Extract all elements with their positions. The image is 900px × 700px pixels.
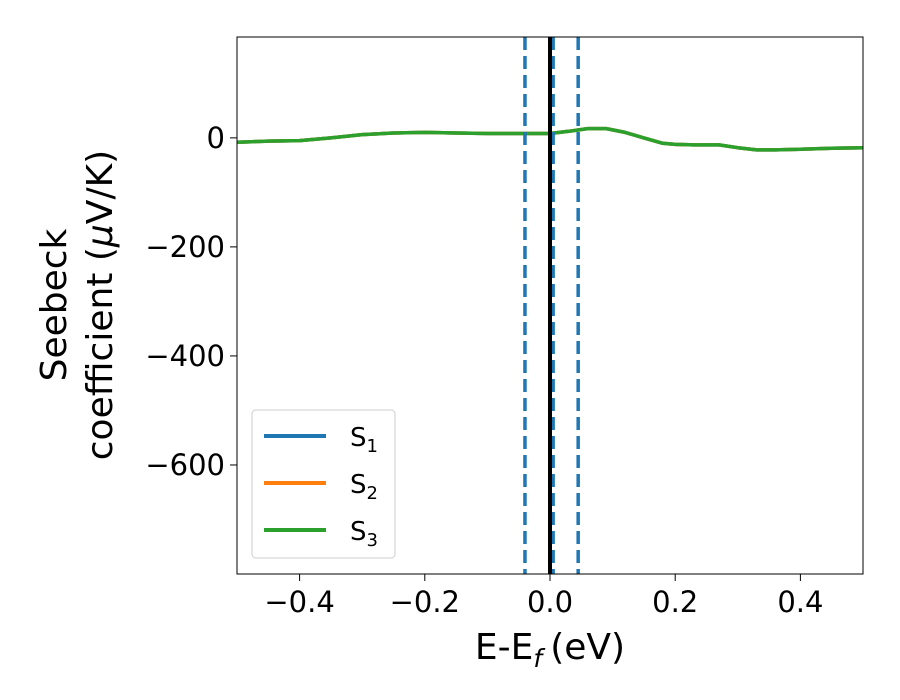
legend-label-s2: S2 — [350, 470, 378, 504]
legend-label-s1-sub: 1 — [367, 436, 378, 457]
y-tick-label: −400 — [145, 339, 225, 373]
legend-label-s3-sub: 3 — [367, 530, 378, 551]
x-tick-label: −0.2 — [390, 585, 460, 619]
x-axis-title: E-Ef (eV) — [475, 627, 625, 673]
x-axis-title-unit: (eV) — [550, 627, 625, 668]
legend-label-s3-name: S — [350, 517, 367, 547]
y-axis-title-line2-text: coefficient ( — [80, 247, 121, 460]
y-axis-title-mu: μ — [80, 224, 121, 248]
x-tick-label: −0.4 — [264, 585, 334, 619]
y-axis-title-line2: coefficient (μV/K) — [80, 150, 121, 460]
x-axis-ticks: −0.4 −0.2 0.0 0.2 0.4 — [264, 574, 823, 619]
y-axis-ticks: 0 −200 −400 −600 — [145, 121, 237, 482]
y-tick-label: 0 — [207, 121, 225, 155]
y-tick-label: −600 — [145, 448, 225, 482]
x-tick-label: 0.2 — [652, 585, 698, 619]
series-layer — [237, 126, 863, 152]
y-axis-title: Seebeck coefficient (μV/K) — [34, 150, 121, 460]
x-tick-label: 0.0 — [527, 585, 573, 619]
vertical-lines — [523, 37, 580, 574]
y-axis-title-line1: Seebeck — [34, 228, 75, 381]
legend-label-s1-name: S — [350, 423, 367, 453]
series-line-s3 — [237, 126, 863, 152]
legend-label-s1: S1 — [350, 423, 378, 457]
x-axis-title-main: E-E — [475, 627, 533, 668]
legend-label-s3: S3 — [350, 517, 378, 551]
x-axis-title-subscript: f — [533, 644, 545, 673]
legend: S1 S2 S3 — [251, 409, 396, 559]
y-tick-label: −200 — [145, 230, 225, 264]
legend-label-s2-name: S — [350, 470, 367, 500]
legend-label-s2-sub: 2 — [367, 483, 378, 504]
x-tick-label: 0.4 — [777, 585, 823, 619]
y-axis-title-unit: V/K) — [80, 150, 121, 224]
